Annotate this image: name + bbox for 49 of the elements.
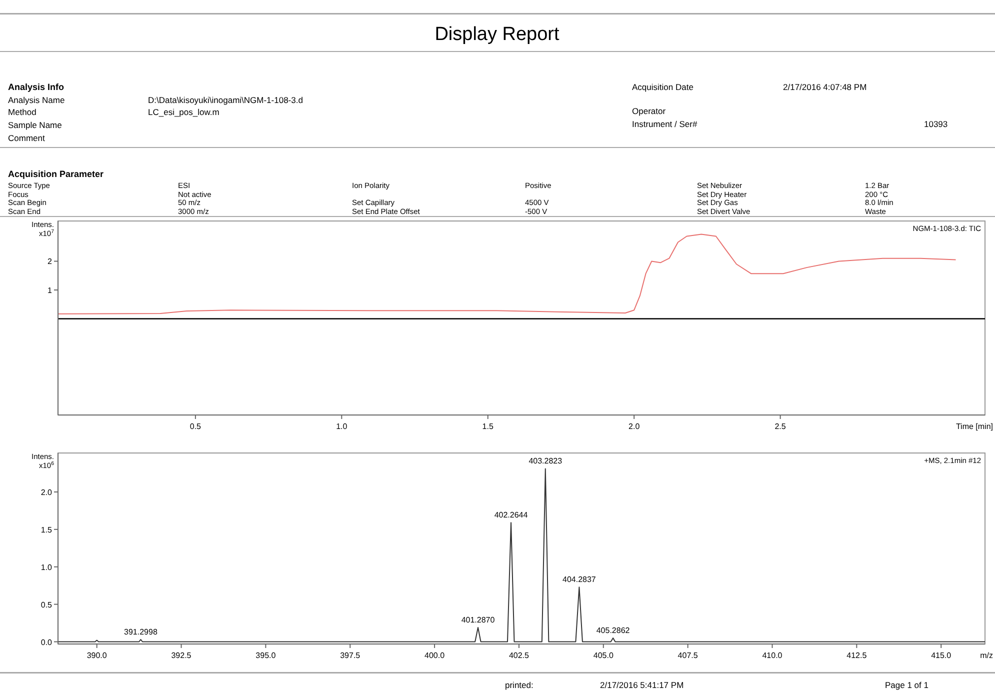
x-tick-label: 400.0 [424,651,446,660]
text: Method [8,107,37,117]
y-tick-label: 0.0 [40,638,53,647]
x-tick-label: 410.0 [762,651,783,660]
annotation: 404.2837 [562,575,596,584]
text: Instrument / Ser# [632,119,698,129]
annotation: 391.2998 [124,628,158,637]
text: D:\Data\kisoyuki\inogami\NGM-1-108-3.d [148,95,304,105]
x-tick-label: 407.5 [678,651,698,660]
text: Acquisition Parameter [8,169,104,179]
x-tick-label: 2.5 [774,422,786,431]
annotation: 401.2870 [461,616,496,625]
text: 2/17/2016 4:07:48 PM [783,82,867,92]
x-tick-label: 390.0 [86,651,108,660]
x-tick-label: 397.5 [340,651,361,660]
x-tick-label: 415.0 [931,651,952,660]
y-tick-label: 1.0 [40,562,53,572]
y-tick-label: 2.0 [40,488,53,497]
text: Page 1 of 1 [885,680,929,690]
y-tick-label: 2 [48,257,53,266]
x-tick-label: 1.0 [336,422,348,431]
x-tick-label: 395.0 [256,651,276,660]
text: Comment [8,133,46,143]
annotation: 402.2644 [494,510,528,520]
line-series [58,234,956,314]
y-tick-label: 1 [48,286,53,295]
x-tick-label: 392.5 [171,651,192,660]
text: Acquisition Date [632,82,694,92]
annotation: 403.2823 [528,456,563,466]
y-tick-label: 0.5 [40,600,53,610]
x-tick-label: 0.5 [190,422,202,431]
text: printed: [505,680,534,690]
x-axis-title: m/z [980,651,993,660]
x-axis-title: Time [min] [956,422,993,431]
text: 10393 [924,119,948,129]
x-tick-label: 1.5 [482,422,494,431]
text: 2/17/2016 5:41:17 PM [600,680,684,690]
annotation: 405.2862 [596,626,630,636]
text: Sample Name [8,120,62,130]
text: Display Report [434,24,560,45]
x-tick-label: 402.5 [508,651,530,660]
text: Operator [632,106,666,116]
x-tick-label: 405.0 [593,651,614,660]
y-tick-label: 1.5 [40,525,53,534]
text: LC_esi_pos_low.m [148,107,220,117]
text: Analysis Name [8,95,65,105]
x-tick-label: 412.5 [846,651,868,660]
x-tick-label: 2.0 [628,422,640,431]
text: Analysis Info [8,82,65,92]
